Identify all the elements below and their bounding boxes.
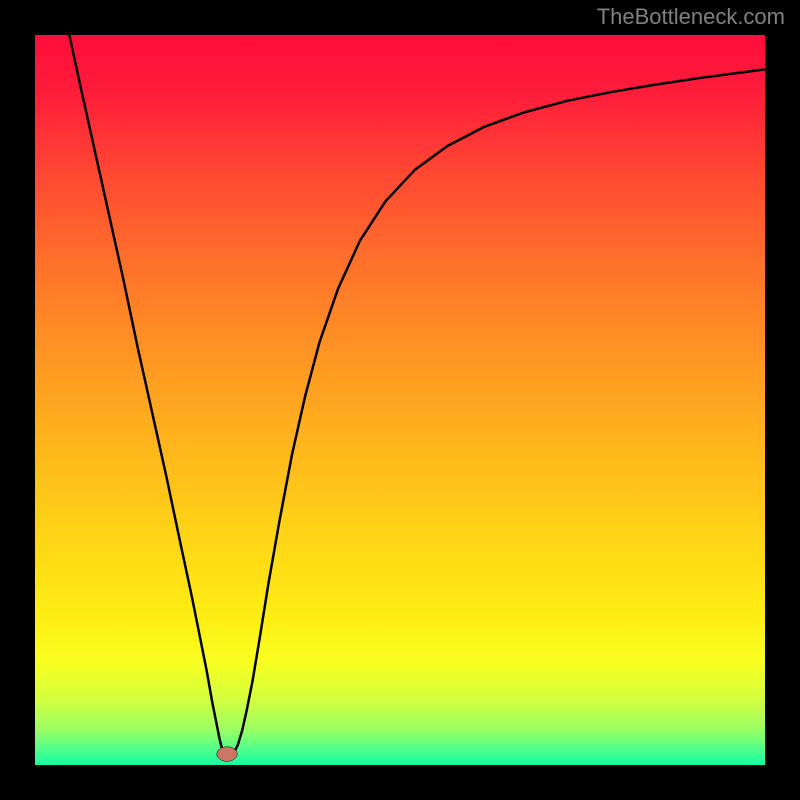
gradient-background bbox=[35, 35, 765, 765]
bottleneck-chart bbox=[35, 35, 765, 765]
attribution-text: TheBottleneck.com bbox=[597, 4, 785, 30]
chart-svg bbox=[35, 35, 765, 765]
optimal-point-marker bbox=[217, 747, 237, 762]
